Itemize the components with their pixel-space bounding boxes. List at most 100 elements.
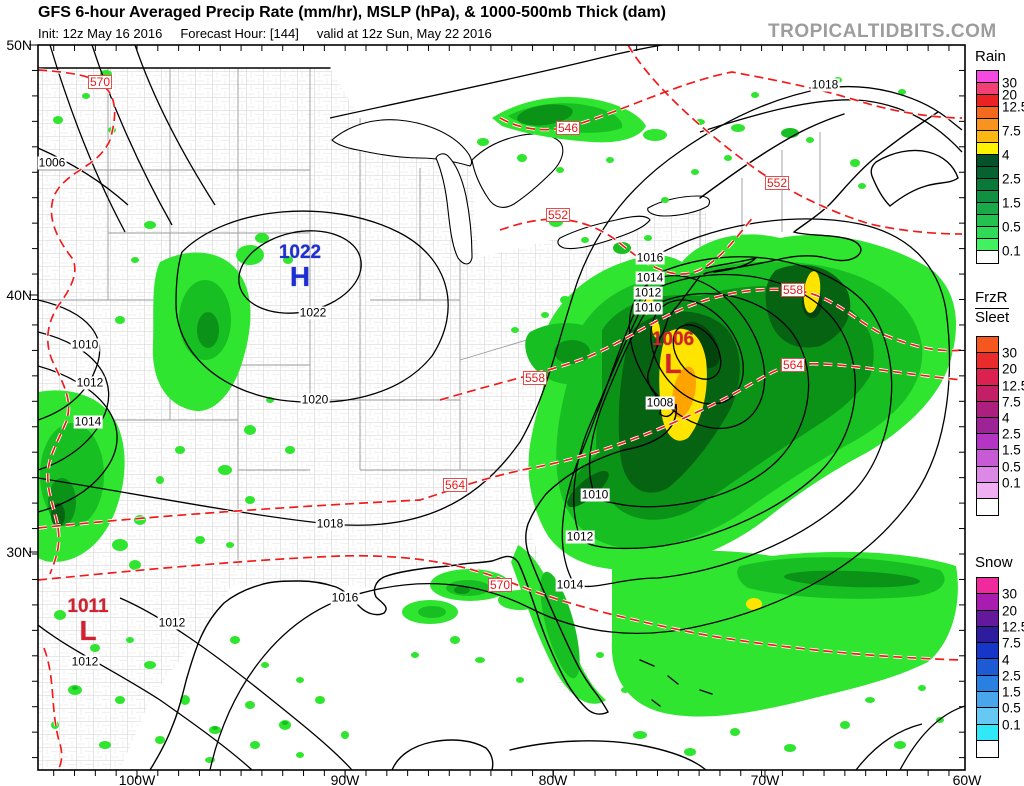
legend-title-rain: Rain: [975, 48, 1006, 65]
legend-tick-label: 20: [1002, 603, 1018, 619]
legend-segment: [977, 610, 998, 627]
legend-tick-label: 12.5: [1002, 619, 1024, 635]
mslp-label: 1020: [300, 392, 330, 407]
pressure-letter: L: [79, 615, 97, 646]
pressure-value: 1011: [67, 596, 109, 617]
mslp-label: 1014: [635, 270, 665, 285]
legend-segment: [977, 239, 998, 251]
legend-tick-label: 7.5: [1002, 635, 1021, 651]
map-subtitle: Init: 12z May 16 2016 Forecast Hour: [144…: [38, 26, 510, 41]
legend-title-snow: Snow: [975, 554, 1013, 571]
lon-label: 70W: [750, 772, 780, 786]
legend-segment: [977, 95, 998, 107]
legend-tick-label: 0.5: [1002, 459, 1021, 475]
thickness-label: 564: [442, 478, 468, 492]
legend-tick-label: 30: [1002, 75, 1018, 91]
legend-tick-label: 20: [1002, 361, 1018, 377]
legend-tick-label: 4: [1002, 147, 1010, 163]
mslp-label: 1016: [330, 590, 360, 605]
thickness-label: 552: [545, 208, 571, 222]
legend-tick-label: 0.1: [1002, 717, 1021, 733]
legend-segment: [977, 215, 998, 227]
legend-segment: [977, 708, 998, 725]
mslp-label: 1014: [555, 577, 585, 592]
legend-segment: [977, 594, 998, 611]
lon-label: 80W: [538, 772, 568, 786]
legend-tick-label: 7.5: [1002, 123, 1021, 139]
great-lakes: [331, 119, 711, 265]
lon-label: 60W: [952, 772, 982, 786]
legend-segment: [977, 692, 998, 709]
valid-time: valid at 12z Sun, May 22 2016: [316, 26, 492, 41]
legend-segment: [977, 482, 998, 499]
legend-segment: [977, 466, 998, 483]
legend-segment: [977, 143, 998, 155]
mslp-label: 1006: [37, 155, 67, 170]
mslp-label: 1016: [635, 250, 665, 265]
mslp-label: 1012: [565, 529, 595, 544]
legend-tick-label: 2.5: [1002, 171, 1021, 187]
thickness-label: 564: [780, 358, 806, 372]
legend-segment: [977, 107, 998, 119]
thickness-label: 552: [764, 176, 790, 190]
legend-segment: [977, 643, 998, 660]
legend-title-frzr-sleet: FrzR: [975, 289, 1008, 306]
mslp-label: 1012: [75, 375, 105, 390]
mslp-label: 1018: [810, 77, 840, 92]
legend-tick-label: 4: [1002, 410, 1010, 426]
legend-tick-label: 20: [1002, 87, 1018, 103]
thickness-label: 558: [780, 283, 806, 297]
legend-segment: [977, 155, 998, 167]
legend-bar-frzr-sleet: [976, 336, 999, 517]
coastlines: [38, 67, 959, 770]
thickness-label: 570: [487, 578, 513, 592]
pressure-center-h: 1022 H: [279, 243, 321, 291]
pressure-center-l: 1006 L: [652, 330, 694, 378]
lon-label: 90W: [330, 772, 360, 786]
legend-segment: [977, 251, 998, 263]
forecast-hour: Forecast Hour: [144]: [180, 26, 299, 41]
pressure-letter: L: [664, 348, 682, 379]
legend-tick-label: 2.5: [1002, 426, 1021, 442]
legend-segment: [977, 450, 998, 467]
legend-segment: [977, 167, 998, 179]
legend-tick-label: 1.5: [1002, 684, 1021, 700]
legend-segment: [977, 227, 998, 239]
legend-bar-snow: [976, 577, 999, 759]
legend-tick-label: 4: [1002, 652, 1010, 667]
legend-tick-label: 0.5: [1002, 700, 1021, 716]
pressure-value: 1006: [651, 329, 695, 350]
legend-segment: [977, 740, 998, 758]
pressure-letter: H: [289, 261, 311, 292]
pressure-value: 1022: [278, 242, 322, 263]
legend-title-frzr-sleet: Sleet: [975, 308, 1010, 326]
legend-tick-label: 7.5: [1002, 394, 1021, 410]
legend-segment: [977, 578, 998, 595]
legend-segment: [977, 385, 998, 402]
legend-tick-label: 30: [1002, 586, 1018, 602]
legend-segment: [977, 203, 998, 215]
thickness-label: 570: [87, 75, 113, 89]
legend-tick-label: 12.5: [1002, 378, 1024, 394]
mslp-label: 1012: [157, 615, 187, 630]
legend-segment: [977, 179, 998, 191]
legend-segment: [977, 71, 998, 83]
init-time: Init: 12z May 16 2016: [38, 26, 163, 41]
map-border: [37, 44, 966, 771]
legend-segment: [977, 434, 998, 451]
thickness-label: 558: [522, 371, 548, 385]
watermark: TROPICALTIDBITS.COM: [768, 21, 997, 42]
axis-ticks: [29, 44, 965, 779]
mslp-label: 1018: [315, 516, 345, 531]
mslp-label: 1014: [73, 414, 103, 429]
map-title: GFS 6-hour Averaged Precip Rate (mm/hr),…: [38, 4, 667, 21]
legend-segment: [977, 675, 998, 693]
legend-tick-label: 0.1: [1002, 475, 1021, 491]
legend-segment: [977, 131, 998, 143]
mslp-label: 1022: [298, 305, 328, 320]
legend-tick-label: 0.1: [1002, 243, 1021, 259]
legend-segment: [977, 401, 998, 418]
lat-label: 50N: [6, 37, 32, 53]
